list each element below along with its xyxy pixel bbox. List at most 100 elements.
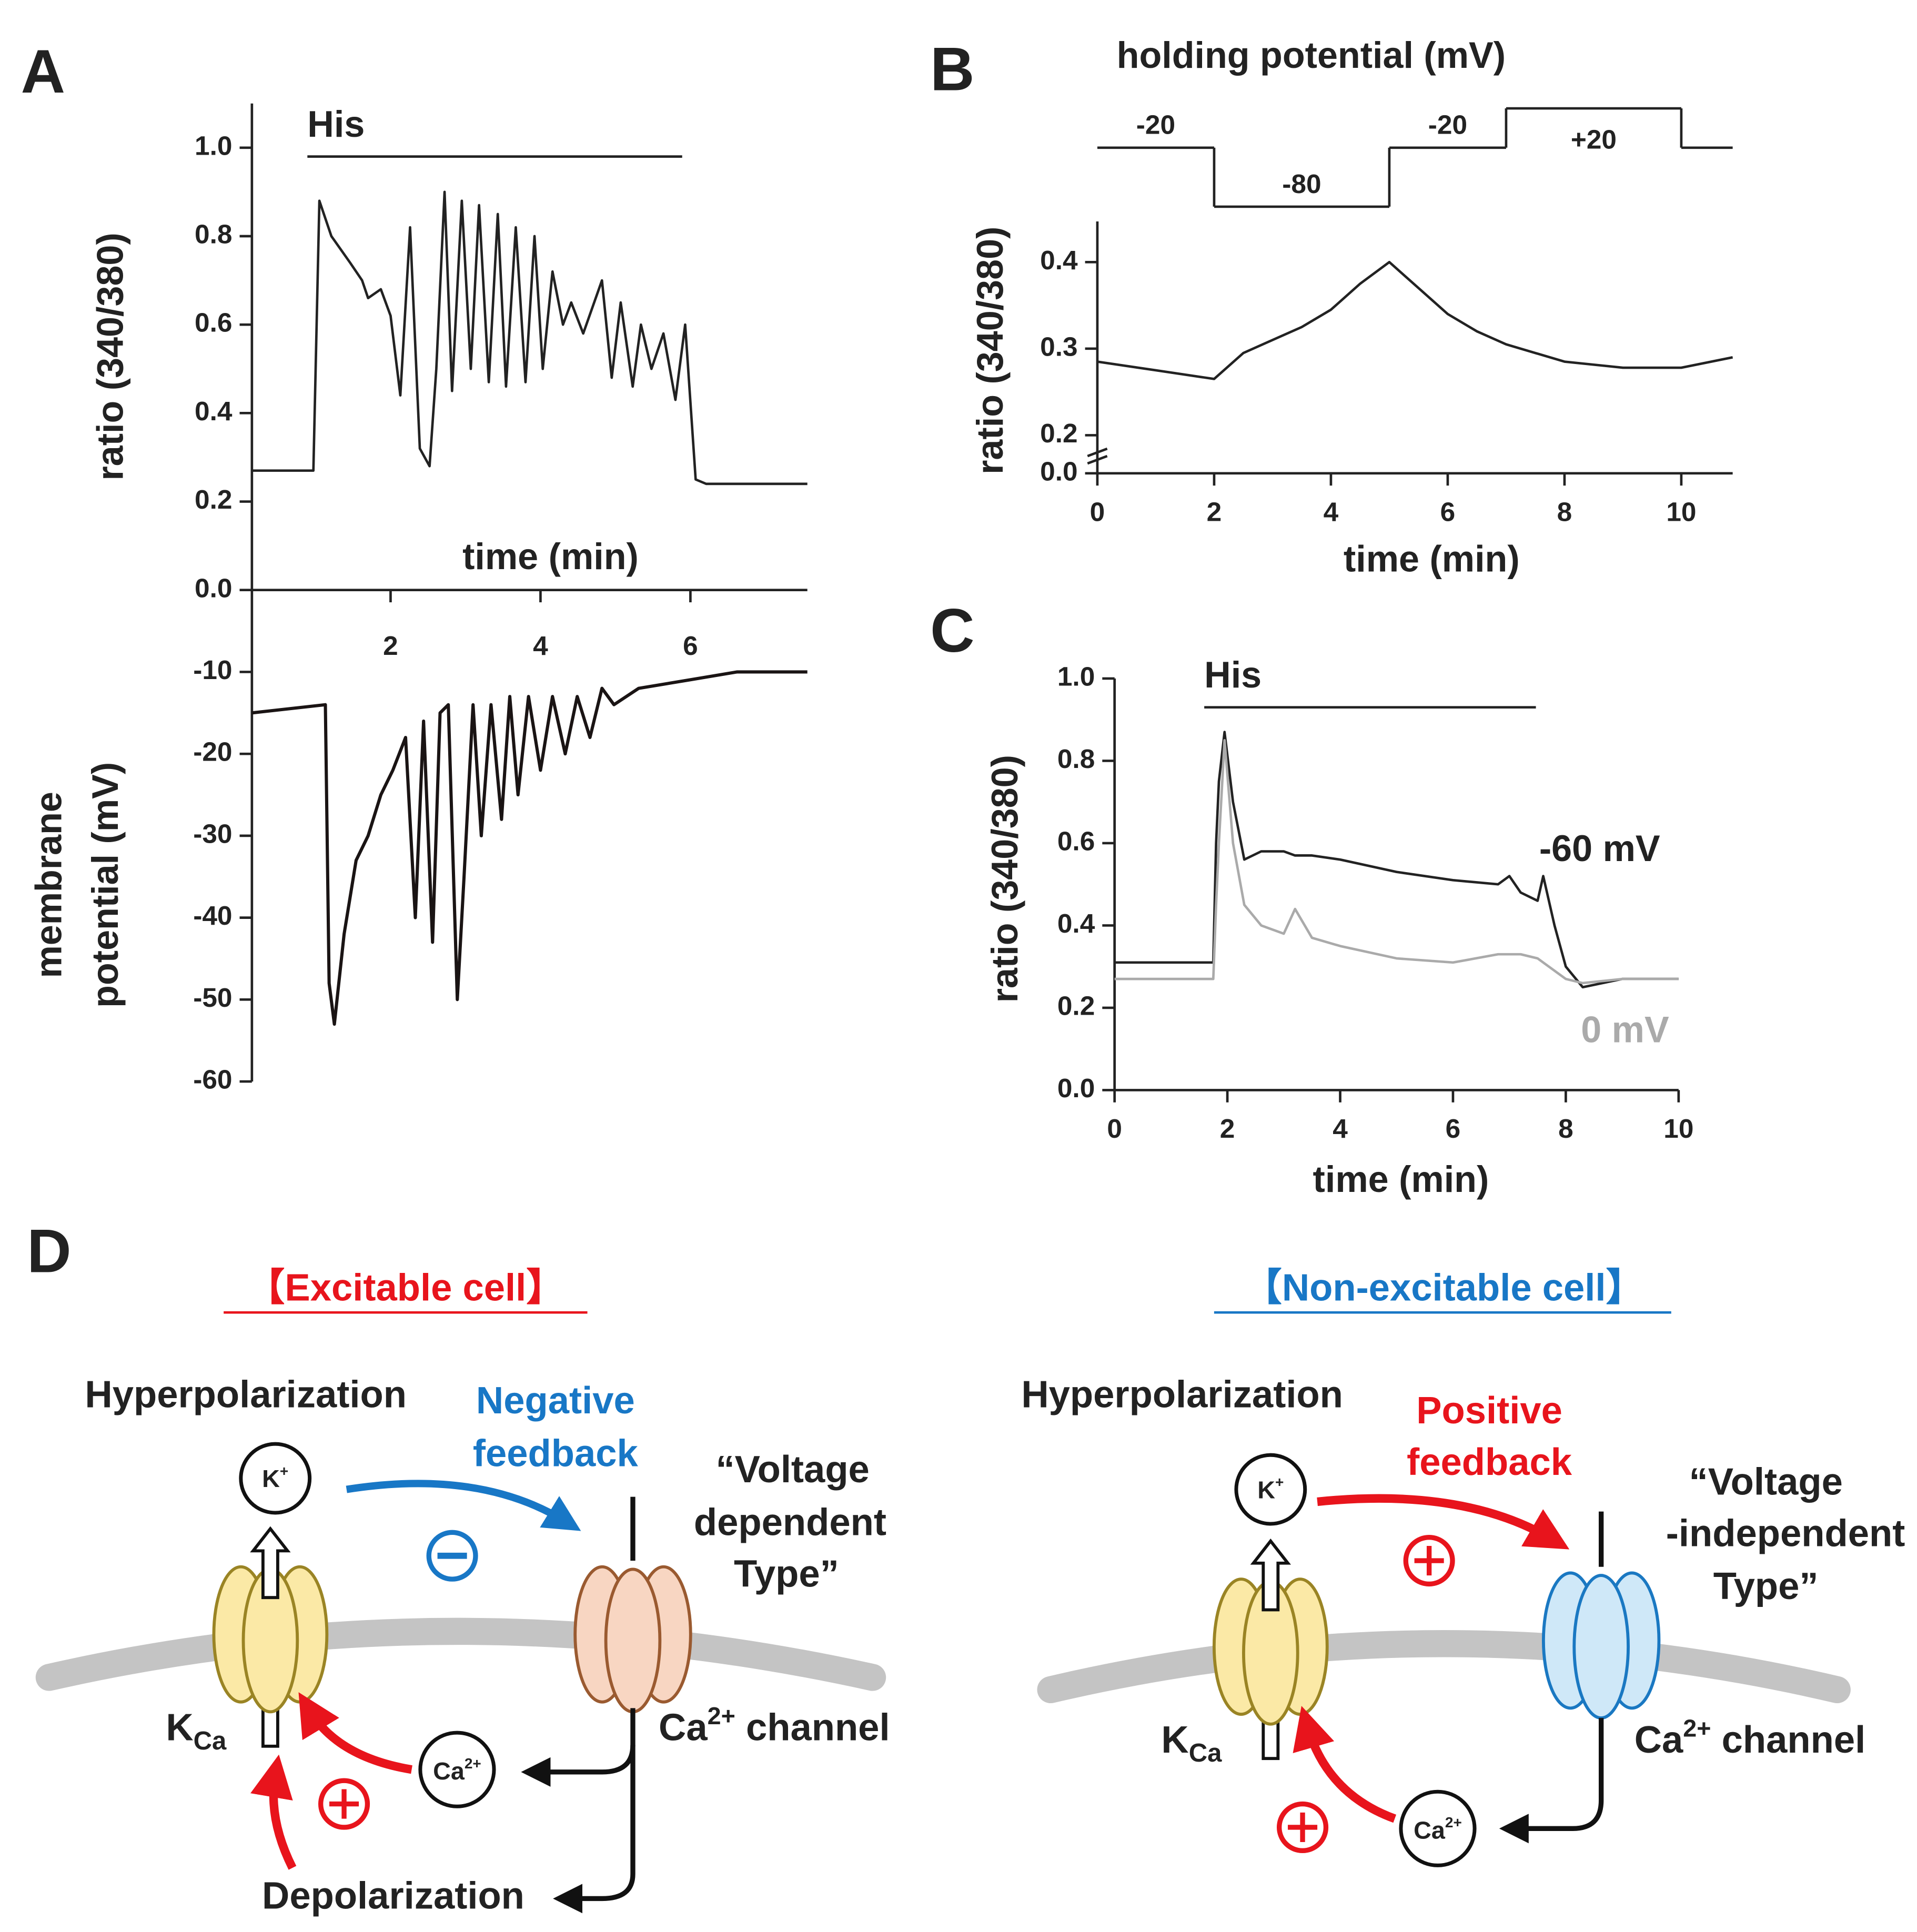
output-label: Depolarization	[262, 1875, 524, 1917]
ion-sup: 2+	[1445, 1814, 1462, 1830]
heading: 【Excitable cell】	[247, 1266, 564, 1309]
ion-sup: +	[280, 1463, 288, 1479]
heading: 【Non-excitable cell】	[1244, 1266, 1643, 1309]
ion-base: K	[1257, 1476, 1275, 1504]
protocol-label: -20	[1136, 109, 1175, 140]
ion-circle	[239, 1442, 312, 1515]
channel-sup: 2+	[708, 1702, 735, 1729]
type-label: Type”	[1713, 1565, 1819, 1607]
channel-sup: 2+	[1683, 1715, 1711, 1742]
kca-base: K	[1161, 1718, 1188, 1761]
depol-arrow	[553, 1745, 635, 1914]
k-ion: K+	[262, 1463, 288, 1492]
feedback-label: feedback	[1407, 1441, 1572, 1483]
stimulus-label: His	[1204, 654, 1262, 695]
y-axis-label: potential (mV)	[85, 762, 126, 1008]
chart-title: holding potential (mV)	[1117, 35, 1506, 76]
y-tick-label: 0.0	[1057, 1073, 1095, 1103]
feedback-label: feedback	[473, 1432, 639, 1475]
panel-letter: B	[930, 34, 974, 103]
ion-sup: +	[1275, 1474, 1284, 1490]
channel-base: Ca	[659, 1706, 708, 1749]
y-tick-label: 1.0	[1057, 661, 1095, 691]
feedback-label: Positive	[1416, 1389, 1562, 1432]
y-tick-label: 0.6	[1057, 825, 1095, 856]
axis-break	[1087, 447, 1108, 465]
ion-base: Ca	[433, 1758, 465, 1785]
kca-label: KCa	[166, 1706, 227, 1755]
feedback-label: Negative	[476, 1379, 635, 1422]
trace	[251, 190, 808, 485]
y-axis-label: ratio (340/380)	[89, 232, 130, 480]
y-tick-label: 0.2	[195, 484, 232, 514]
protocol-label: -20	[1428, 109, 1467, 140]
y-tick-label: 0.8	[1057, 743, 1095, 774]
type-label: Type”	[734, 1553, 839, 1595]
ion-circle	[1399, 1789, 1477, 1867]
y-tick-label: 0.2	[1040, 418, 1077, 448]
type-label: “Voltage	[1689, 1460, 1843, 1503]
channel-label: Ca2+ channel	[659, 1702, 890, 1748]
y-tick-label: -60	[193, 1064, 232, 1095]
y-tick-label: 0.2	[1057, 990, 1095, 1020]
panel-letter: C	[930, 596, 974, 665]
x-tick-label: 2	[383, 630, 398, 661]
y-tick-label: 0.4	[195, 396, 233, 426]
input-label: Hyperpolarization	[85, 1373, 407, 1416]
excitable-panel: 【Excitable cell】 Hyperpolarization Negat…	[35, 1266, 890, 1917]
ion-circle	[1234, 1453, 1307, 1526]
kca-label: KCa	[1161, 1718, 1222, 1767]
x-tick-label: 2	[1207, 496, 1222, 527]
y-tick-label: -40	[193, 900, 232, 930]
ca-ion: Ca2+	[1414, 1814, 1462, 1844]
channel-label: Ca2+ channel	[1635, 1715, 1866, 1761]
kca-channel	[1212, 1538, 1329, 1761]
chart: membrane potential (mV) -10 -20 -30 -40 -50 -60	[28, 590, 808, 1095]
ion-sup: 2+	[465, 1755, 481, 1772]
y-tick-label: -10	[193, 654, 232, 685]
y-tick-label: -20	[193, 736, 232, 767]
x-tick-label: 10	[1666, 496, 1696, 527]
plus-sign	[1403, 1535, 1455, 1587]
ion-base: K	[262, 1465, 280, 1493]
y-tick-label: 0.3	[1040, 331, 1077, 361]
activation-arrow	[1293, 1706, 1397, 1823]
panel-letter: D	[27, 1217, 71, 1286]
ca-arrow	[1499, 1718, 1604, 1844]
series-label: -60 mV	[1539, 828, 1660, 869]
membrane	[35, 1617, 886, 1691]
x-axis-label: time (min)	[462, 536, 639, 577]
y-tick-label: -30	[193, 818, 232, 848]
ion-circle	[418, 1731, 496, 1808]
y-tick-label: 0.4	[1057, 908, 1095, 938]
x-tick-label: 4	[1324, 496, 1339, 527]
activation-arrow	[298, 1692, 412, 1774]
protocol-label: +20	[1571, 124, 1617, 155]
x-axis-label: time (min)	[1313, 1159, 1489, 1200]
x-tick-label: 0	[1107, 1113, 1122, 1144]
ion-base: Ca	[1414, 1817, 1446, 1844]
membrane	[1037, 1630, 1851, 1704]
activation-arrow	[250, 1754, 297, 1870]
channel-rest: channel	[1711, 1718, 1866, 1761]
x-axis-label: time (min)	[1344, 539, 1520, 580]
ca-arrow	[521, 1708, 635, 1787]
feedback-arrow	[346, 1480, 581, 1531]
non-excitable-panel: 【Non-excitable cell】 Hyperpolarization P…	[1021, 1266, 1905, 1867]
y-tick-label: 0.8	[195, 219, 232, 249]
trace	[251, 670, 808, 1026]
kca-sub: Ca	[1189, 1739, 1222, 1767]
x-tick-label: 4	[1333, 1113, 1348, 1144]
y-axis-label: ratio (340/380)	[970, 227, 1011, 474]
stimulus-label: His	[307, 104, 365, 145]
type-label: dependent	[694, 1501, 886, 1543]
ca-ion: Ca2+	[433, 1755, 481, 1785]
panel-letter: A	[21, 37, 65, 106]
y-tick-label: 0.6	[195, 307, 232, 338]
y-tick-label: 0.4	[1040, 245, 1078, 275]
plus-sign	[318, 1778, 370, 1830]
